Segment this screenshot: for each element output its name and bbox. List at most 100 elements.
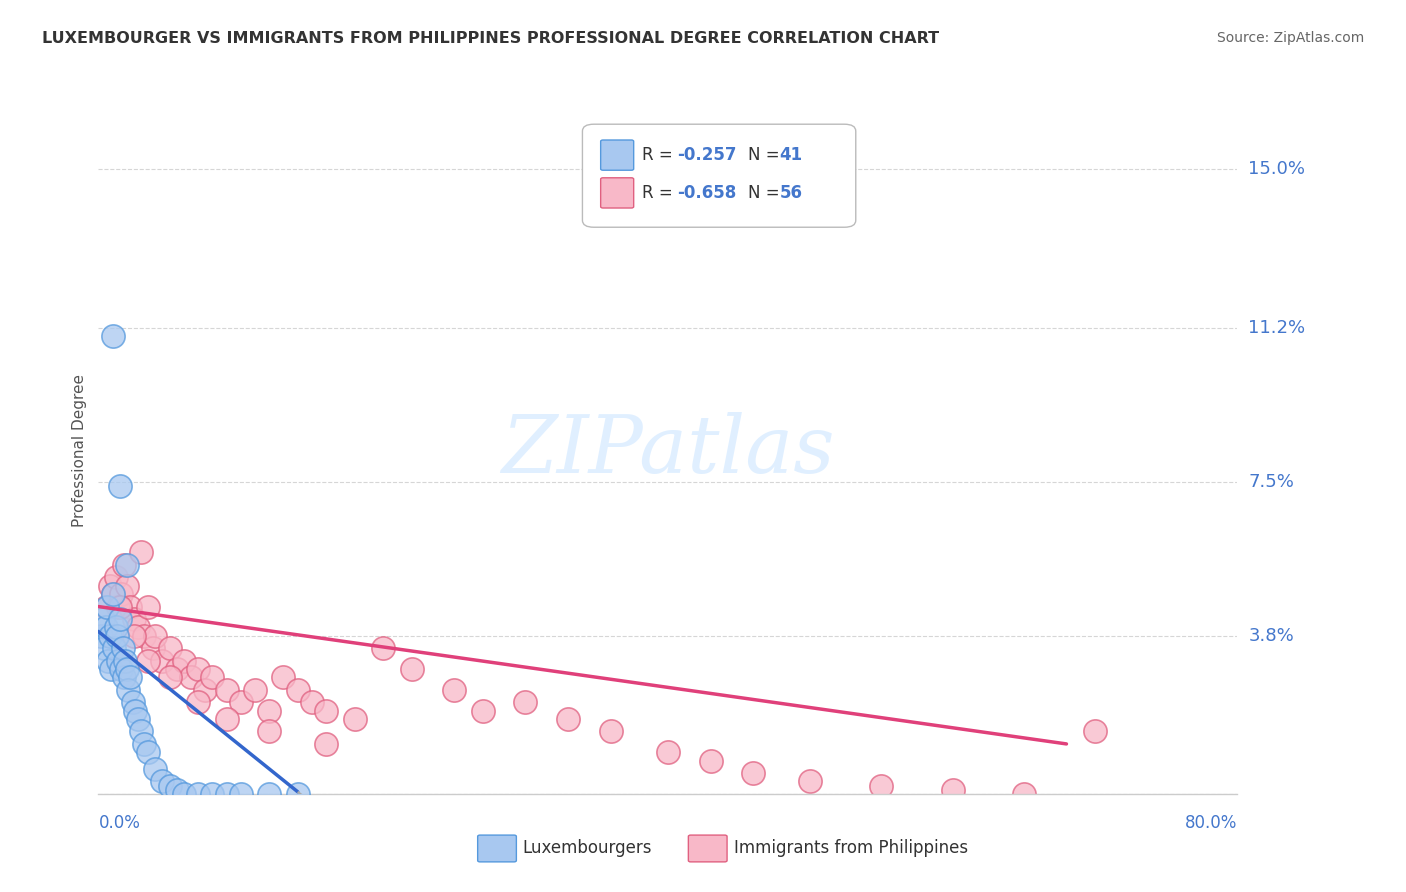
Point (471, 704, 494, 718)
Point (94, 599, 117, 614)
Point (98, 629, 121, 643)
Point (259, 787, 281, 801)
Point (343, 712, 366, 726)
Point (112, 558, 135, 572)
Point (699, 754, 721, 768)
Point (215, 787, 238, 801)
Point (145, 762, 167, 776)
Point (942, 782, 965, 797)
Point (229, 695, 252, 709)
Point (90, 629, 112, 643)
Point (94, 620, 117, 634)
FancyBboxPatch shape (582, 124, 856, 227)
Point (215, 682, 238, 697)
Point (136, 745, 159, 759)
Point (600, 724, 623, 739)
Point (315, 737, 337, 751)
Point (287, 682, 309, 697)
Point (557, 712, 579, 726)
Point (132, 737, 155, 751)
Point (105, 629, 128, 643)
Point (97, 654, 120, 668)
Point (136, 654, 159, 668)
Point (243, 682, 266, 697)
FancyBboxPatch shape (600, 140, 634, 170)
Text: 3.8%: 3.8% (1249, 627, 1294, 645)
Point (870, 779, 893, 793)
Point (259, 704, 281, 718)
Point (187, 695, 209, 709)
Point (152, 654, 174, 668)
Point (742, 766, 765, 780)
Text: -0.257: -0.257 (676, 146, 737, 164)
Point (107, 599, 129, 614)
Point (114, 654, 136, 668)
Point (93, 641, 115, 656)
Point (159, 779, 181, 793)
Point (159, 641, 181, 656)
Point (166, 782, 188, 797)
Text: 15.0%: 15.0% (1249, 161, 1305, 178)
FancyBboxPatch shape (478, 835, 516, 862)
Text: 0.0%: 0.0% (98, 814, 141, 832)
Point (127, 620, 149, 634)
Point (96, 599, 118, 614)
Text: LUXEMBOURGER VS IMMIGRANTS FROM PHILIPPINES PROFESSIONAL DEGREE CORRELATION CHAR: LUXEMBOURGER VS IMMIGRANTS FROM PHILIPPI… (42, 31, 939, 46)
Point (159, 670, 181, 684)
Text: ZIPatlas: ZIPatlas (501, 412, 835, 489)
Point (201, 787, 224, 801)
Point (173, 787, 195, 801)
Text: 56: 56 (779, 184, 803, 202)
Point (180, 670, 202, 684)
Point (443, 682, 465, 697)
Text: N =: N = (748, 146, 785, 164)
Point (1084, 724, 1107, 739)
Point (229, 787, 252, 801)
Point (129, 545, 152, 559)
Point (401, 662, 423, 676)
Point (301, 695, 323, 709)
Point (141, 641, 163, 656)
Text: 7.5%: 7.5% (1249, 473, 1295, 491)
Point (657, 745, 679, 759)
Point (91, 612, 114, 626)
Point (799, 774, 821, 789)
Point (145, 629, 167, 643)
Point (118, 599, 141, 614)
Point (110, 662, 132, 676)
Point (122, 629, 145, 643)
Point (215, 712, 238, 726)
Point (1012, 787, 1035, 801)
Point (371, 641, 394, 656)
Point (259, 724, 281, 739)
Point (108, 599, 131, 614)
FancyBboxPatch shape (689, 835, 727, 862)
Point (101, 329, 124, 343)
Point (152, 774, 174, 789)
Point (117, 682, 139, 697)
Point (101, 587, 124, 601)
Point (124, 704, 146, 718)
Point (173, 654, 195, 668)
Point (287, 787, 309, 801)
Point (108, 612, 131, 626)
Point (100, 662, 122, 676)
Text: 41: 41 (779, 146, 803, 164)
Point (127, 712, 149, 726)
Text: -0.658: -0.658 (676, 184, 737, 202)
Text: N =: N = (748, 184, 785, 202)
Point (103, 641, 125, 656)
Point (104, 570, 127, 584)
Text: Immigrants from Philippines: Immigrants from Philippines (734, 839, 967, 857)
Point (515, 695, 537, 709)
Text: Luxembourgers: Luxembourgers (522, 839, 651, 857)
Point (115, 558, 138, 572)
Point (315, 704, 337, 718)
Point (136, 599, 159, 614)
Point (273, 670, 295, 684)
Point (111, 641, 134, 656)
FancyBboxPatch shape (600, 178, 634, 208)
Point (132, 629, 155, 643)
Text: R =: R = (641, 184, 678, 202)
Point (194, 682, 217, 697)
